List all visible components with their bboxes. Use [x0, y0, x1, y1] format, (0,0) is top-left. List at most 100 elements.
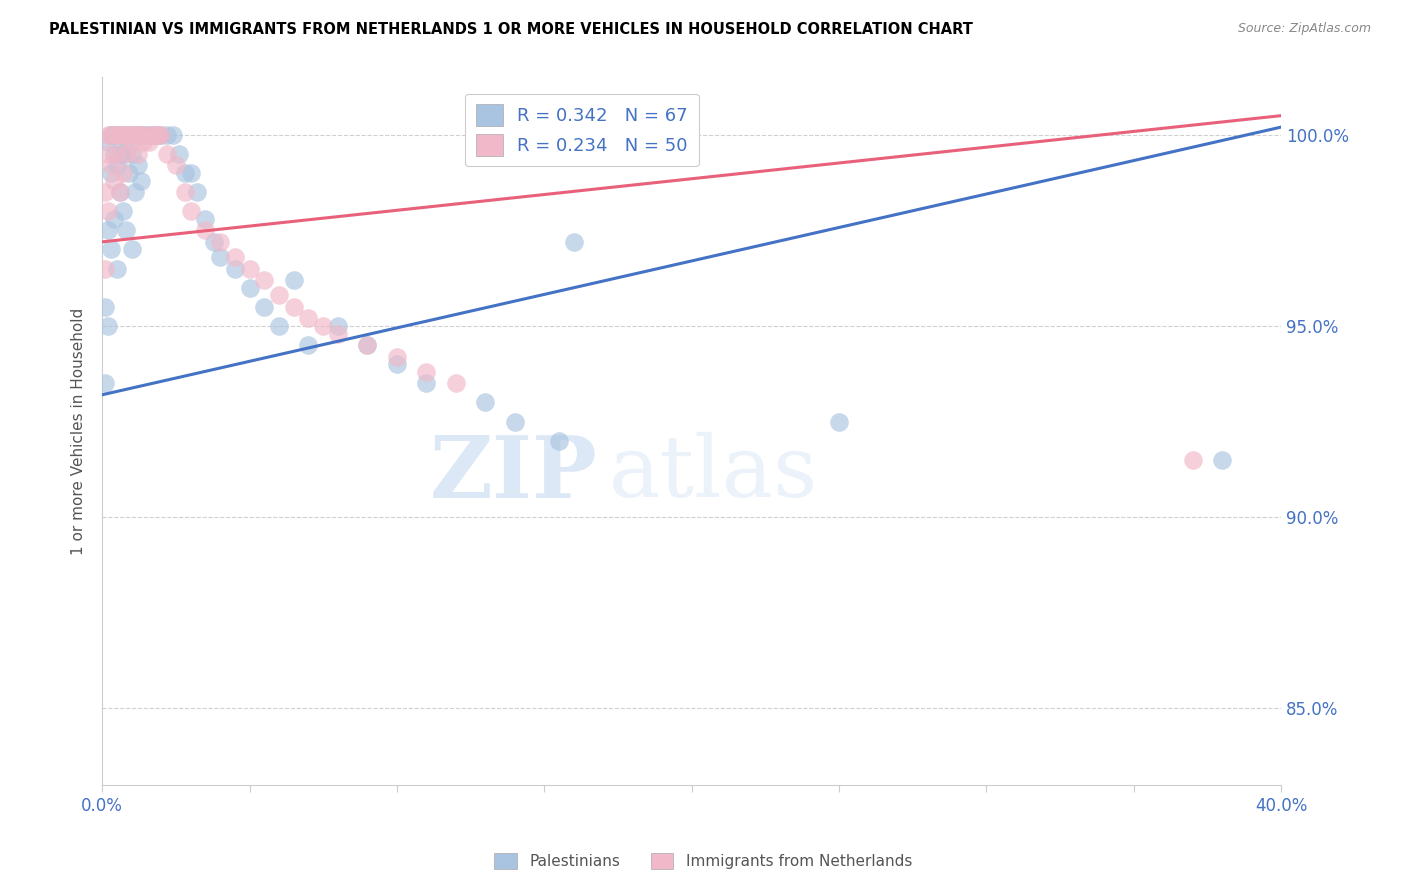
Point — [103, 174, 125, 188]
Point — [100, 128, 122, 142]
Point — [105, 128, 128, 142]
Legend: R = 0.342   N = 67, R = 0.234   N = 50: R = 0.342 N = 67, R = 0.234 N = 50 — [465, 94, 699, 167]
Point — [100, 243, 122, 257]
Point — [108, 128, 131, 142]
Point — [97, 223, 120, 237]
Point — [100, 158, 122, 172]
Point — [103, 128, 125, 142]
Point — [548, 434, 571, 448]
Point — [94, 300, 117, 314]
Point — [238, 261, 260, 276]
Point — [100, 128, 122, 142]
Point — [162, 128, 184, 142]
Point — [156, 147, 179, 161]
Text: ZIP: ZIP — [430, 432, 598, 516]
Point — [121, 128, 143, 142]
Point — [209, 235, 232, 249]
Point — [114, 147, 136, 161]
Point — [194, 223, 217, 237]
Point — [194, 211, 217, 226]
Point — [111, 147, 134, 161]
Point — [356, 338, 378, 352]
Point — [127, 128, 149, 142]
Point — [167, 147, 190, 161]
Point — [124, 128, 146, 142]
Point — [97, 136, 120, 150]
Point — [312, 318, 335, 333]
Point — [202, 235, 225, 249]
Point — [150, 128, 173, 142]
Point — [127, 128, 149, 142]
Point — [111, 204, 134, 219]
Point — [121, 147, 143, 161]
Point — [186, 185, 208, 199]
Point — [111, 128, 134, 142]
Y-axis label: 1 or more Vehicles in Household: 1 or more Vehicles in Household — [72, 308, 86, 555]
Point — [474, 395, 496, 409]
Point — [118, 166, 141, 180]
Point — [105, 147, 128, 161]
Point — [100, 128, 122, 142]
Point — [94, 185, 117, 199]
Point — [97, 318, 120, 333]
Point — [253, 273, 276, 287]
Point — [108, 185, 131, 199]
Point — [253, 300, 276, 314]
Point — [105, 261, 128, 276]
Point — [97, 147, 120, 161]
Point — [297, 311, 319, 326]
Point — [415, 376, 437, 391]
Point — [1181, 452, 1204, 467]
Point — [114, 128, 136, 142]
Text: PALESTINIAN VS IMMIGRANTS FROM NETHERLANDS 1 OR MORE VEHICLES IN HOUSEHOLD CORRE: PALESTINIAN VS IMMIGRANTS FROM NETHERLAN… — [49, 22, 973, 37]
Point — [267, 288, 290, 302]
Point — [138, 128, 160, 142]
Point — [121, 128, 143, 142]
Point — [111, 166, 134, 180]
Point — [129, 174, 152, 188]
Point — [1211, 452, 1233, 467]
Point — [103, 128, 125, 142]
Point — [141, 128, 163, 142]
Point — [385, 350, 408, 364]
Point — [165, 158, 187, 172]
Point — [97, 204, 120, 219]
Point — [138, 136, 160, 150]
Point — [180, 204, 202, 219]
Point — [173, 166, 195, 180]
Point — [238, 281, 260, 295]
Point — [100, 166, 122, 180]
Legend: Palestinians, Immigrants from Netherlands: Palestinians, Immigrants from Netherland… — [488, 847, 918, 875]
Point — [118, 128, 141, 142]
Point — [124, 185, 146, 199]
Point — [114, 223, 136, 237]
Point — [156, 128, 179, 142]
Point — [444, 376, 467, 391]
Point — [127, 158, 149, 172]
Point — [141, 128, 163, 142]
Point — [94, 261, 117, 276]
Point — [132, 128, 155, 142]
Point — [180, 166, 202, 180]
Point — [224, 261, 246, 276]
Point — [209, 250, 232, 264]
Point — [326, 318, 349, 333]
Point — [105, 158, 128, 172]
Point — [103, 147, 125, 161]
Point — [124, 128, 146, 142]
Point — [108, 128, 131, 142]
Text: atlas: atlas — [609, 432, 818, 515]
Text: Source: ZipAtlas.com: Source: ZipAtlas.com — [1237, 22, 1371, 36]
Point — [118, 128, 141, 142]
Point — [143, 128, 166, 142]
Point — [297, 338, 319, 352]
Point — [326, 326, 349, 341]
Point — [121, 243, 143, 257]
Point — [135, 128, 157, 142]
Point — [562, 235, 585, 249]
Point — [108, 147, 131, 161]
Point — [114, 143, 136, 157]
Point — [148, 128, 170, 142]
Point — [143, 128, 166, 142]
Point — [108, 185, 131, 199]
